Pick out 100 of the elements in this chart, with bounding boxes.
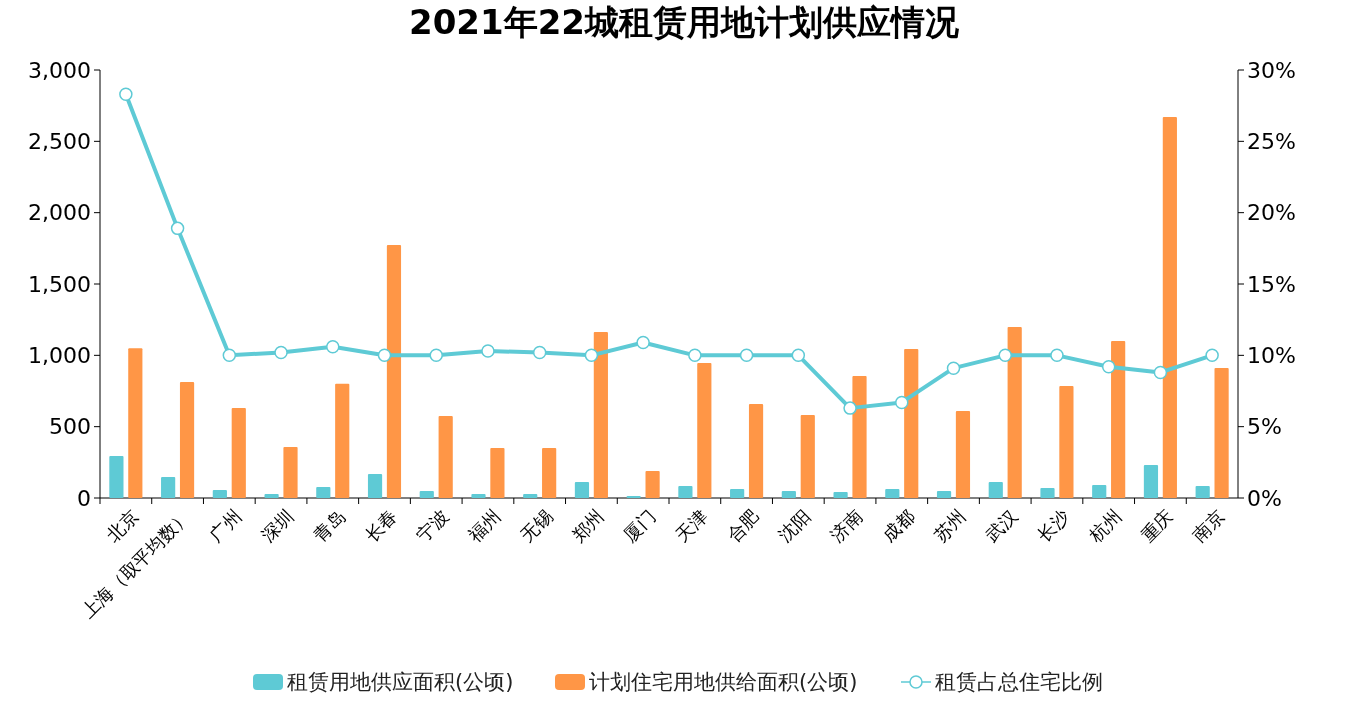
bar bbox=[852, 376, 867, 498]
bar bbox=[1214, 368, 1229, 498]
x-tick-label: 长春 bbox=[360, 505, 401, 546]
bar bbox=[936, 491, 952, 498]
point bbox=[584, 348, 599, 363]
x-tick-label: 无锡 bbox=[515, 505, 557, 546]
legend-label: 租赁占总住宅比例 bbox=[935, 670, 1103, 694]
y2-tick-label: 15% bbox=[1247, 271, 1296, 297]
point bbox=[326, 340, 340, 354]
x-tick-label: 杭州 bbox=[1084, 505, 1126, 547]
chart-title: 2021年22城租赁用地计划供应情况 bbox=[409, 2, 960, 42]
x-tick-label: 合肥 bbox=[722, 505, 764, 546]
x-tick-label: 广州 bbox=[205, 505, 246, 546]
x-tick-label: 北京 bbox=[102, 505, 143, 546]
bar bbox=[438, 415, 453, 498]
legend-label: 租赁用地供应面积(公顷) bbox=[287, 670, 514, 694]
point bbox=[998, 348, 1012, 363]
point bbox=[377, 348, 392, 363]
bar bbox=[128, 348, 143, 498]
bar bbox=[1059, 386, 1074, 498]
y2-tick-label: 25% bbox=[1247, 128, 1296, 154]
point bbox=[1050, 348, 1064, 363]
y-tick-label: 500 bbox=[49, 414, 91, 440]
bar bbox=[988, 482, 1003, 498]
bar bbox=[678, 486, 693, 498]
point bbox=[791, 348, 806, 363]
x-tick-label: 苏州 bbox=[929, 505, 970, 546]
x-tick-label: 郑州 bbox=[567, 505, 608, 546]
point bbox=[481, 344, 495, 358]
point bbox=[274, 345, 288, 360]
point bbox=[1101, 360, 1116, 374]
bar bbox=[885, 489, 900, 498]
x-tick-label: 成都 bbox=[877, 505, 919, 546]
bar bbox=[800, 414, 815, 498]
bar bbox=[542, 448, 557, 498]
y-tick-label: 2,500 bbox=[28, 128, 91, 154]
bar bbox=[1040, 488, 1055, 498]
point bbox=[636, 335, 650, 350]
x-tick-label: 厦门 bbox=[619, 505, 660, 546]
point bbox=[895, 395, 909, 410]
bar bbox=[264, 494, 279, 498]
x-tick-label: 南京 bbox=[1188, 505, 1229, 546]
point bbox=[1205, 348, 1219, 363]
point bbox=[429, 348, 443, 363]
legend-label: 计划住宅用地供给面积(公顷) bbox=[589, 670, 858, 694]
bar bbox=[419, 491, 434, 498]
bar bbox=[471, 494, 486, 498]
bar bbox=[781, 491, 796, 498]
x-tick-label: 天津 bbox=[671, 505, 712, 546]
bar bbox=[1143, 465, 1159, 498]
bar bbox=[748, 403, 764, 498]
bar bbox=[730, 489, 745, 498]
point bbox=[688, 348, 702, 363]
x-tick-label: 宁波 bbox=[412, 505, 453, 546]
bar bbox=[161, 477, 176, 498]
bar bbox=[231, 408, 246, 498]
x-tick-label: 济南 bbox=[826, 505, 867, 546]
x-tick-label: 深圳 bbox=[257, 505, 298, 546]
bar bbox=[574, 482, 590, 498]
bar bbox=[904, 349, 919, 498]
bar bbox=[283, 447, 298, 498]
bar bbox=[697, 363, 712, 498]
point bbox=[170, 221, 185, 236]
bar bbox=[955, 410, 971, 498]
y-tick-label: 0 bbox=[77, 485, 91, 511]
y-tick-label: 2,000 bbox=[28, 200, 91, 226]
y2-tick-label: 5% bbox=[1247, 414, 1282, 440]
bar bbox=[386, 245, 402, 498]
bar bbox=[1111, 341, 1126, 498]
y2-tick-label: 10% bbox=[1247, 342, 1296, 368]
bar bbox=[1195, 486, 1210, 498]
point bbox=[843, 401, 857, 415]
y-tick-label: 1,500 bbox=[28, 271, 91, 297]
bar bbox=[335, 383, 350, 498]
point bbox=[532, 345, 547, 360]
y2-tick-label: 0% bbox=[1247, 485, 1282, 511]
bar bbox=[367, 474, 383, 498]
point bbox=[119, 87, 133, 101]
bar bbox=[316, 487, 331, 498]
bar bbox=[109, 456, 124, 498]
bar bbox=[645, 471, 660, 498]
point bbox=[222, 348, 237, 363]
x-tick-label: 青岛 bbox=[308, 505, 350, 546]
x-tick-label: 长沙 bbox=[1033, 505, 1074, 546]
bar bbox=[1007, 327, 1022, 498]
bar bbox=[212, 490, 227, 498]
bar bbox=[490, 448, 505, 498]
bar bbox=[523, 494, 538, 498]
bar bbox=[593, 332, 608, 498]
y-tick-label: 3,000 bbox=[28, 57, 91, 83]
x-tick-label: 重庆 bbox=[1136, 505, 1177, 546]
point bbox=[739, 348, 754, 363]
point bbox=[1153, 365, 1168, 380]
y2-tick-label: 30% bbox=[1247, 57, 1296, 83]
y2-tick-label: 20% bbox=[1247, 200, 1296, 226]
y-tick-label: 1,000 bbox=[28, 342, 91, 368]
bar bbox=[1092, 485, 1107, 498]
x-tick-label: 沈阳 bbox=[774, 505, 815, 546]
bar bbox=[1162, 117, 1177, 498]
x-tick-label: 武汉 bbox=[981, 505, 1022, 546]
